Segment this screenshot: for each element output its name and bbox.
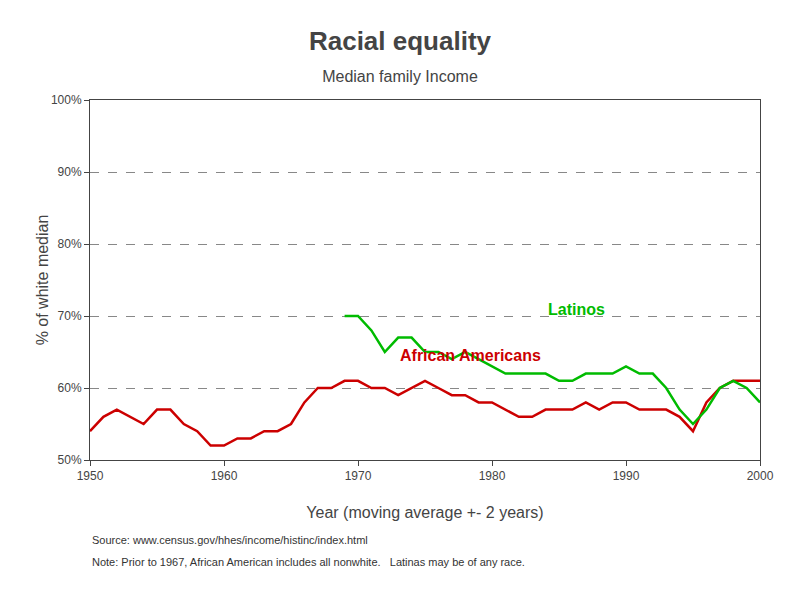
- svg-text:1980: 1980: [479, 469, 506, 483]
- svg-text:60%: 60%: [58, 381, 82, 395]
- svg-text:Year (moving average +- 2 year: Year (moving average +- 2 years): [306, 504, 543, 521]
- svg-text:1950: 1950: [77, 469, 104, 483]
- svg-text:2000: 2000: [747, 469, 774, 483]
- svg-text:50%: 50%: [58, 453, 82, 467]
- svg-text:Note: Prior to 1967, African A: Note: Prior to 1967, African American in…: [92, 556, 525, 568]
- svg-text:90%: 90%: [58, 165, 82, 179]
- svg-text:Racial equality: Racial equality: [309, 26, 492, 56]
- svg-text:100%: 100%: [51, 93, 82, 107]
- svg-text:1960: 1960: [211, 469, 238, 483]
- svg-text:Source: www.census.gov/hhes/in: Source: www.census.gov/hhes/income/histi…: [92, 534, 368, 546]
- svg-text:African Americans: African Americans: [400, 347, 541, 364]
- svg-text:1970: 1970: [345, 469, 372, 483]
- svg-text:Latinos: Latinos: [548, 301, 605, 318]
- svg-text:Median family Income: Median family Income: [322, 68, 478, 85]
- svg-text:80%: 80%: [58, 237, 82, 251]
- svg-text:% of white median: % of white median: [34, 215, 51, 346]
- svg-text:1990: 1990: [613, 469, 640, 483]
- svg-text:70%: 70%: [58, 309, 82, 323]
